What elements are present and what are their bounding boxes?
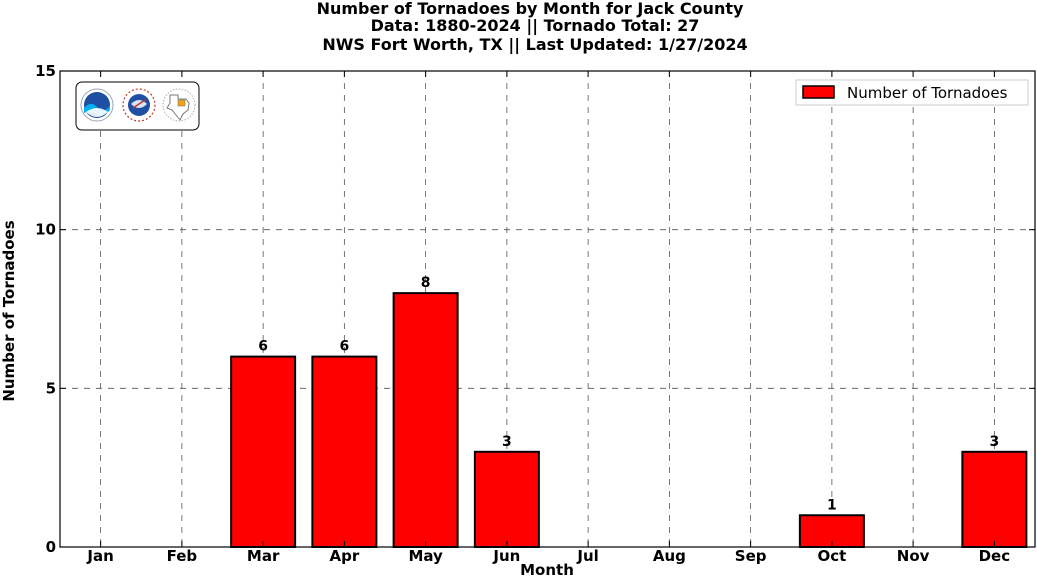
logos-box — [75, 81, 200, 131]
x-tick-label-feb: Feb — [167, 547, 198, 565]
x-tick-label-jul: Jul — [576, 547, 598, 565]
x-tick-label-aug: Aug — [653, 547, 686, 565]
data-label-may: 8 — [421, 275, 431, 291]
grid-lines — [60, 71, 1035, 547]
bar-mar — [230, 355, 297, 548]
legend-swatch — [802, 85, 835, 99]
bar-may — [392, 292, 459, 548]
x-tick-label-mar: Mar — [247, 547, 280, 565]
x-tick-label-apr: Apr — [330, 547, 360, 565]
data-labels: 6 6 8 3 1 3 — [258, 275, 999, 513]
x-axis-label: Month — [520, 561, 574, 579]
y-axis-label: Number of Tornadoes — [0, 220, 18, 401]
x-tick-label-nov: Nov — [897, 547, 930, 565]
y-tick-label: 15 — [35, 62, 56, 80]
y-axis-ticks: 0 5 10 15 — [35, 62, 1035, 556]
x-tick-label-sep: Sep — [735, 547, 767, 565]
x-tick-label-oct: Oct — [817, 547, 846, 565]
bar-jun — [473, 450, 540, 548]
y-tick-label: 0 — [46, 538, 56, 556]
bars — [230, 292, 1028, 548]
y-tick-label: 10 — [35, 221, 56, 239]
x-tick-label-dec: Dec — [979, 547, 1011, 565]
legend-label: Number of Tornadoes — [847, 84, 1008, 102]
x-axis-ticks: Jan Feb Mar Apr May Jun Jul Aug Sep Oct Nov Dec — [86, 71, 1010, 565]
data-label-dec: 3 — [990, 434, 1000, 450]
bar-dec — [961, 450, 1028, 548]
x-tick-label-jan: Jan — [86, 547, 113, 565]
data-label-jun: 3 — [502, 434, 512, 450]
x-tick-label-jun: Jun — [492, 547, 520, 565]
x-tick-label-may: May — [408, 547, 443, 565]
title-line-3: NWS Fort Worth, TX || Last Updated: 1/27… — [322, 35, 747, 55]
plot-frame — [59, 70, 1036, 548]
data-label-apr: 6 — [340, 339, 350, 355]
data-label-oct: 1 — [827, 497, 837, 513]
data-label-mar: 6 — [258, 339, 268, 355]
y-tick-label: 5 — [46, 379, 56, 397]
noaa-logo-icon — [80, 88, 114, 122]
bar-apr — [311, 355, 378, 548]
title-line-1: Number of Tornadoes by Month for Jack Co… — [317, 0, 744, 18]
legend: Number of Tornadoes — [795, 79, 1029, 106]
texas-map-logo-icon — [162, 88, 196, 122]
chart-title: Number of Tornadoes by Month for Jack Co… — [317, 0, 748, 55]
title-line-2: Data: 1880-2024 || Tornado Total: 27 — [371, 16, 700, 36]
nws-logo-icon — [122, 88, 156, 122]
